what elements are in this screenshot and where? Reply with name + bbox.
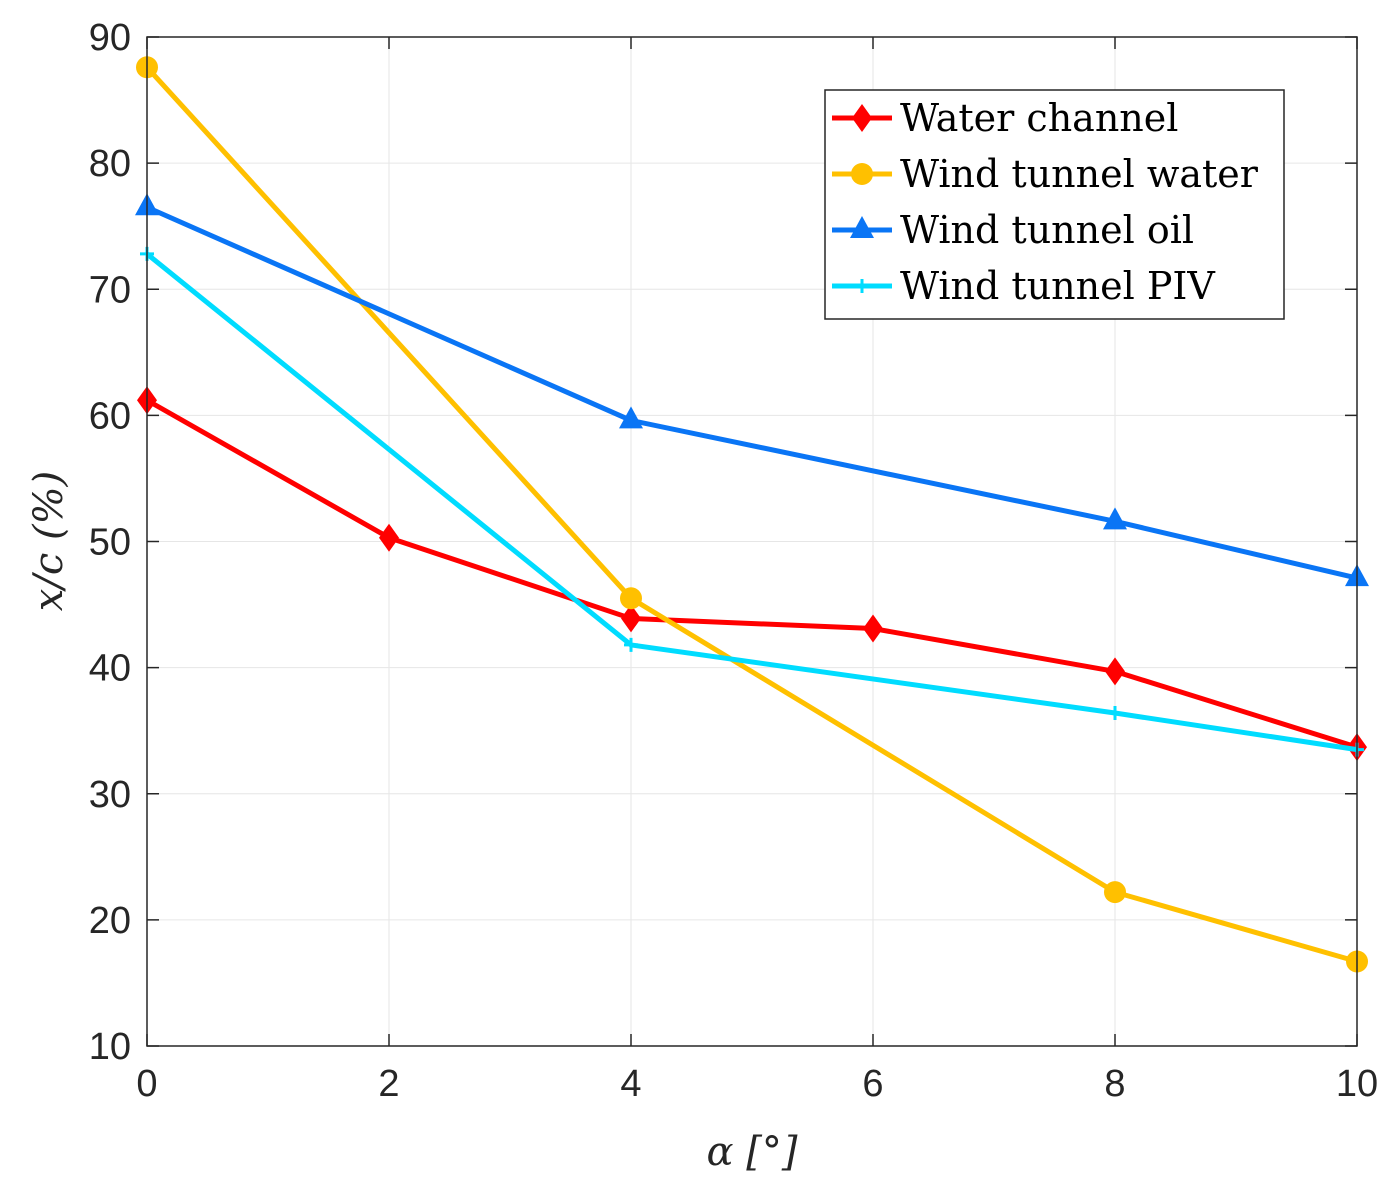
legend-label: Wind tunnel oil — [900, 208, 1194, 252]
x-tick-label: 6 — [862, 1063, 883, 1105]
circle-marker — [620, 587, 642, 610]
x-tick-label: 2 — [378, 1063, 399, 1105]
diamond-marker — [379, 523, 399, 552]
x-axis-label: α [°] — [707, 1129, 798, 1175]
y-tick-label: 80 — [89, 143, 131, 185]
x-tick-label: 4 — [620, 1063, 641, 1105]
plus-marker — [1108, 706, 1122, 721]
legend-label: Wind tunnel water — [900, 152, 1259, 196]
y-tick-label: 70 — [89, 269, 131, 311]
diamond-marker — [852, 104, 872, 132]
diamond-marker — [621, 604, 641, 633]
y-tick-label: 60 — [89, 395, 131, 437]
diamond-marker — [1105, 657, 1125, 686]
series-line — [145, 251, 1358, 753]
series-water-channel — [137, 386, 1367, 762]
y-tick-label: 30 — [89, 774, 131, 816]
series-line — [145, 398, 1358, 750]
x-tick-label: 8 — [1104, 1063, 1125, 1105]
diamond-marker — [863, 614, 883, 643]
y-tick-label: 10 — [89, 1026, 131, 1068]
legend-label: Wind tunnel PIV — [900, 264, 1215, 308]
circle-marker — [1104, 881, 1126, 904]
plus-marker — [624, 637, 638, 652]
x-tick-label: 0 — [136, 1063, 157, 1105]
legend-box — [824, 89, 1285, 320]
ticks: 0 2 4 6 8 10 10 20 30 40 50 60 70 80 90 — [89, 17, 1378, 1105]
y-tick-label: 90 — [89, 17, 131, 59]
series-wind-tunnel-water — [136, 56, 1368, 973]
x-tick-label: 10 — [1336, 1063, 1378, 1105]
y-tick-label: 50 — [89, 522, 131, 564]
y-tick-label: 40 — [89, 648, 131, 690]
triangle-marker — [1103, 507, 1127, 530]
triangle-marker — [850, 216, 874, 238]
y-axis-label: x/c (%) — [26, 471, 72, 611]
legend: Water channel Wind tunnel water Wind tunne… — [824, 89, 1285, 320]
series-line — [145, 204, 1358, 581]
plus-marker — [855, 279, 869, 293]
triangle-marker — [619, 406, 643, 429]
series-line — [145, 65, 1358, 964]
legend-label: Water channel — [900, 96, 1178, 140]
circle-marker — [851, 163, 873, 185]
y-tick-label: 20 — [89, 900, 131, 942]
